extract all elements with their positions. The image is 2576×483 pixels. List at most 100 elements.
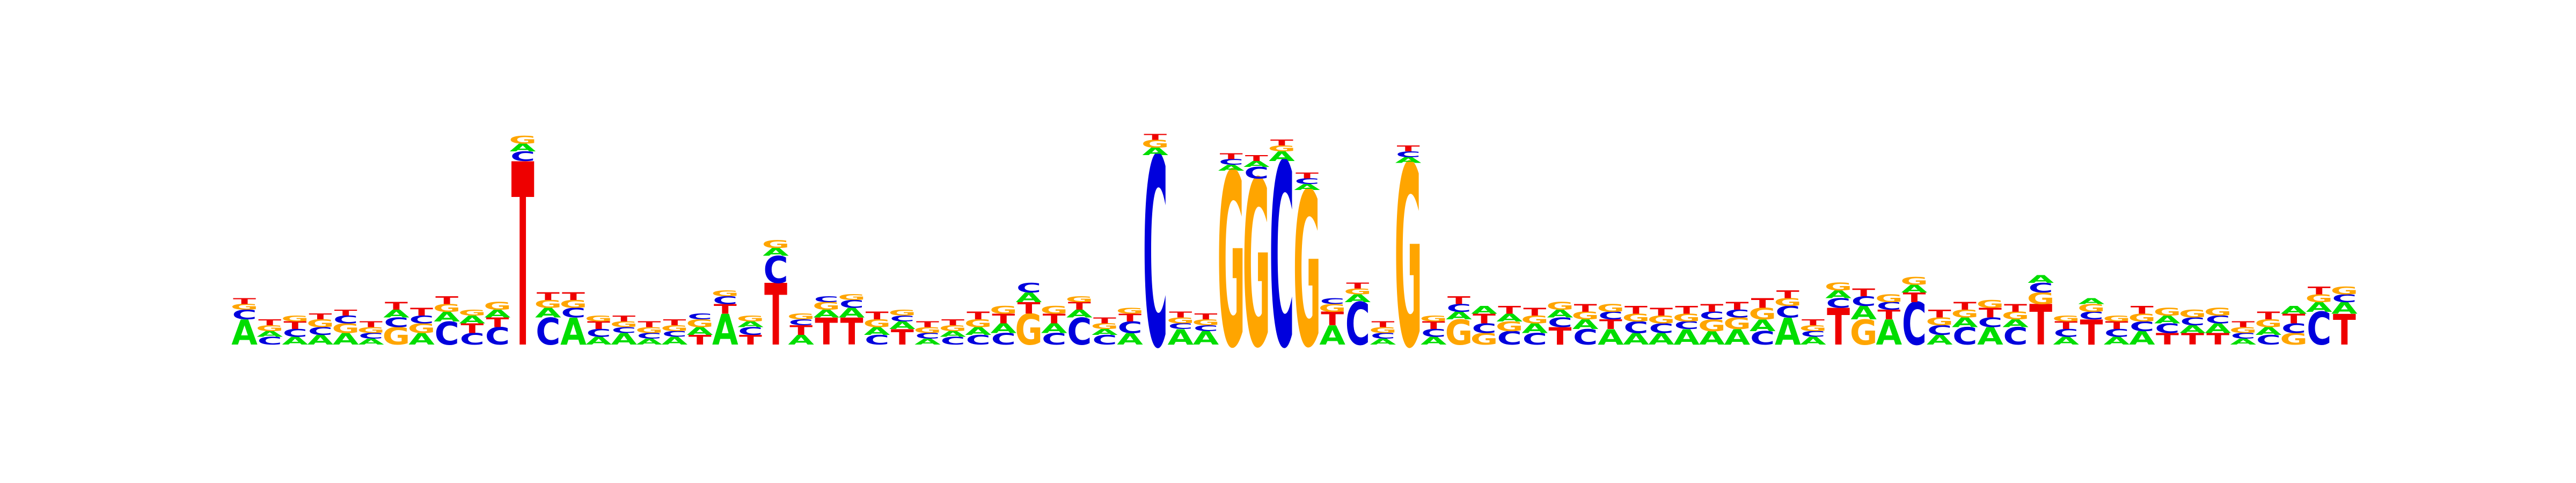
logo-letter-c: C bbox=[1219, 158, 1243, 167]
logo-letter-g: G bbox=[2255, 317, 2282, 330]
logo-letter-c: C bbox=[1927, 323, 1952, 338]
logo-letter-c: C bbox=[789, 318, 814, 327]
logo-letter-a: A bbox=[889, 319, 916, 332]
logo-letter-g: G bbox=[2229, 326, 2257, 335]
logo-letter-g: G bbox=[433, 302, 461, 314]
logo-letter-c: C bbox=[1244, 164, 1269, 182]
logo-letter-g: G bbox=[1900, 275, 1928, 287]
logo-letter-c: C bbox=[1801, 330, 1825, 339]
logo-letter-g: G bbox=[2103, 314, 2131, 323]
logo-letter-t: T bbox=[1321, 308, 1344, 330]
logo-letter-t: T bbox=[992, 311, 1015, 326]
logo-letter-c: C bbox=[1952, 322, 1977, 350]
logo-letter-t: T bbox=[1574, 302, 1597, 314]
logo-letter-g: G bbox=[1192, 318, 1220, 327]
logo-letter-g: G bbox=[711, 289, 739, 298]
logo-letter-g: G bbox=[458, 308, 486, 317]
logo-letter-a: A bbox=[1168, 325, 1194, 350]
logo-letter-t: T bbox=[967, 310, 990, 322]
logo-letter-c: C bbox=[1978, 315, 2002, 330]
logo-letter-t: T bbox=[1877, 308, 1900, 323]
logo-letter-c: C bbox=[738, 325, 763, 338]
logo-letter-t: T bbox=[537, 290, 560, 303]
logo-letter-a: A bbox=[991, 321, 1017, 336]
logo-letter-t: T bbox=[1169, 310, 1192, 319]
logo-letter-g: G bbox=[1774, 296, 1802, 309]
logo-letter-g: G bbox=[1673, 312, 1701, 324]
logo-letter-c: C bbox=[561, 305, 586, 320]
logo-letter-g: G bbox=[1850, 312, 1878, 353]
logo-letter-a: A bbox=[1243, 159, 1270, 169]
logo-letter-g: G bbox=[1926, 316, 1953, 328]
logo-letter-c: C bbox=[839, 298, 864, 310]
logo-letter-t: T bbox=[2206, 330, 2230, 348]
logo-letter-c: C bbox=[1042, 330, 1066, 348]
logo-letter-a: A bbox=[940, 330, 967, 339]
logo-letter-a: A bbox=[1446, 310, 1472, 322]
logo-letter-a: A bbox=[1193, 327, 1219, 349]
logo-letter-c: C bbox=[587, 327, 611, 339]
logo-letter-c: C bbox=[1775, 303, 1800, 321]
logo-letter-g: G bbox=[813, 300, 840, 312]
logo-letter-c: C bbox=[2054, 327, 2079, 339]
logo-letter-a: A bbox=[662, 335, 688, 347]
logo-letter-a: A bbox=[2306, 300, 2332, 315]
logo-letter-t: T bbox=[562, 290, 585, 303]
logo-letter-t: T bbox=[663, 318, 686, 327]
logo-letter-t: T bbox=[815, 310, 838, 354]
logo-letter-g: G bbox=[1344, 287, 1372, 296]
logo-letter-c: C bbox=[1446, 302, 1471, 314]
logo-letter-t: T bbox=[1726, 300, 1749, 312]
logo-letter-a: A bbox=[257, 330, 283, 339]
logo-letter-g: G bbox=[2331, 284, 2359, 297]
logo-letter-t: T bbox=[2156, 330, 2179, 348]
logo-letter-a: A bbox=[1294, 182, 1321, 192]
logo-letter-t: T bbox=[1270, 138, 1293, 148]
logo-letter-t: T bbox=[334, 308, 357, 317]
logo-letter-t: T bbox=[1776, 288, 1799, 301]
logo-letter-a: A bbox=[1901, 283, 1928, 295]
logo-letter-g: G bbox=[863, 317, 891, 330]
logo-letter-a: A bbox=[1142, 145, 1168, 158]
logo-letter-c: C bbox=[2180, 316, 2205, 328]
logo-letter-t: T bbox=[511, 111, 535, 404]
logo-letter-t: T bbox=[1144, 133, 1167, 142]
logo-letter-a: A bbox=[687, 325, 713, 338]
logo-letter-t: T bbox=[1018, 299, 1041, 318]
logo-letter-g: G bbox=[1977, 298, 2004, 310]
logo-letter-t: T bbox=[1093, 316, 1116, 325]
logo-letter-g: G bbox=[1445, 312, 1473, 353]
logo-letter-t: T bbox=[1599, 317, 1622, 332]
logo-letter-g: G bbox=[1293, 148, 1321, 394]
logo-letter-c: C bbox=[1345, 291, 1370, 358]
logo-letter-t: T bbox=[1928, 308, 1951, 320]
logo-letter-c: C bbox=[308, 325, 333, 338]
logo-letter-c: C bbox=[333, 313, 358, 326]
logo-letter-g: G bbox=[964, 317, 992, 330]
